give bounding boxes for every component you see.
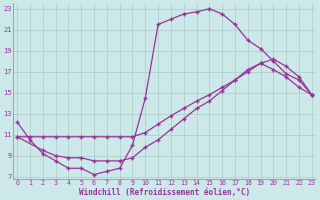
X-axis label: Windchill (Refroidissement éolien,°C): Windchill (Refroidissement éolien,°C) [79, 188, 250, 197]
